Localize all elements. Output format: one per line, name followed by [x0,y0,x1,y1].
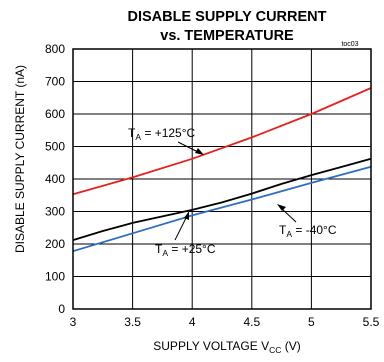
x-tick-label: 3 [70,315,77,329]
x-axis-label-main: SUPPLY VOLTAGE V [153,339,269,353]
y-tick-label: 400 [45,172,65,186]
series-line-1 [72,157,372,241]
annotation-25c-sub: A [162,248,168,258]
annotation-125c-arrowhead [195,148,204,155]
annotation-m40c-sub: A [286,229,292,239]
x-tick-label: 4.5 [243,315,260,329]
x-axis-label: SUPPLY VOLTAGE VCC (V) [153,339,300,355]
y-tick-label: 300 [45,205,65,219]
annotation-25c-arrowhead [184,211,189,220]
annotation-25c: TA = +25°C [155,242,216,258]
y-tick-label: 200 [45,237,65,251]
annotation-m40c-arrowhead [277,204,286,211]
y-tick-labels: 0 100 200 300 400 500 600 700 800 [45,42,65,316]
y-tick-label: 100 [45,270,65,284]
annotation-125c-sub: A [135,132,141,142]
annotation-125c-post: = +125°C [141,126,196,140]
annotation-m40c: TA = -40°C [279,223,337,239]
annotation-125c: TA = +125°C [128,126,196,142]
annotation-25c-pre: T [155,242,163,256]
plot-frame [72,48,372,310]
y-tick-label: 800 [45,42,65,56]
series-line-2 [72,165,372,253]
y-axis-label: DISABLE SUPPLY CURRENT (nA) [13,65,27,253]
x-tick-label: 4 [189,315,196,329]
figure-code: toc03 [341,41,358,48]
y-tick-label: 500 [45,140,65,154]
chart-title-line1: DISABLE SUPPLY CURRENT [127,9,326,25]
y-tick-label: 0 [58,302,65,316]
annotation-25c-arrow-line [174,215,188,241]
annotation-m40c-arrow-line [280,207,297,223]
x-tick-label: 3.5 [124,315,141,329]
annotation-m40c-pre: T [279,223,287,237]
annotation-m40c-post: = -40°C [292,223,337,237]
annotation-125c-pre: T [128,126,136,140]
series-group [72,87,372,253]
chart-title-line2: vs. TEMPERATURE [160,28,294,44]
x-tick-label: 5.5 [363,315,380,329]
annotation-25c-post: = +25°C [168,242,216,256]
x-tick-label: 5 [308,315,315,329]
x-axis-label-sub: CC [269,345,281,355]
y-tick-label: 700 [45,75,65,89]
series-line-0 [72,87,372,196]
x-tick-labels: 3 3.5 4 4.5 5 5.5 [70,315,380,329]
y-tick-label: 600 [45,107,65,121]
x-axis-label-unit: (V) [281,339,300,353]
